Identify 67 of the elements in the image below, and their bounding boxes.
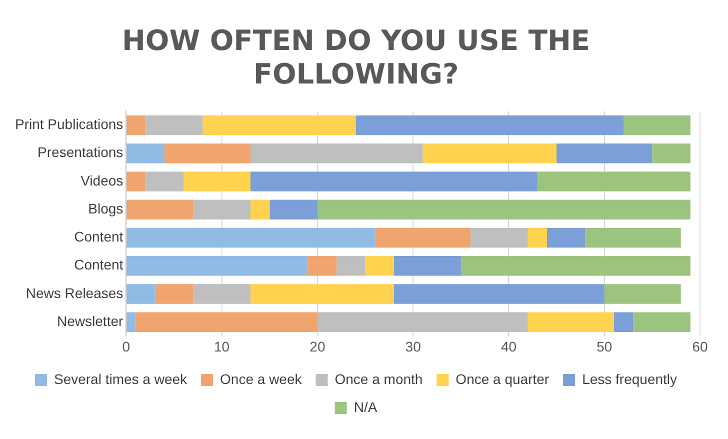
legend-label: Several times a week: [54, 370, 188, 387]
bar: [126, 228, 375, 248]
bar: [193, 200, 250, 220]
bar: [365, 256, 394, 276]
bar: [308, 256, 337, 276]
bar: [126, 172, 146, 192]
bar: [126, 284, 155, 304]
y-tick-label: Content: [74, 256, 124, 273]
x-tick-label: 10: [214, 338, 230, 354]
bar: [394, 256, 461, 276]
x-tick-label: 0: [122, 338, 130, 354]
legend-label: N/A: [354, 398, 378, 415]
bar: [652, 144, 690, 164]
bar: [164, 144, 250, 164]
bar: [250, 172, 538, 192]
bar: [470, 228, 528, 248]
bar: [546, 228, 586, 248]
bar: [422, 144, 557, 164]
bar: [154, 284, 194, 304]
bar: [394, 284, 604, 304]
x-tick-label: 60: [692, 338, 708, 354]
bar: [126, 144, 164, 164]
legend-label: Less frequently: [582, 370, 678, 387]
bar: [556, 144, 652, 164]
y-tick-label: Videos: [80, 172, 124, 188]
x-tick-label: 40: [500, 338, 517, 354]
bar: [528, 312, 614, 332]
bar: [317, 200, 690, 220]
bar: [202, 115, 356, 136]
bar: [374, 228, 470, 248]
bar: [126, 200, 194, 220]
bar: [614, 312, 634, 332]
bar: [633, 312, 690, 332]
legend-label: Once a month: [334, 370, 423, 387]
bar: [193, 284, 250, 304]
chart-title: HOW OFTEN DO YOU USE THE FOLLOWING?: [122, 24, 590, 91]
bar: [336, 256, 366, 276]
x-tick-label: 50: [596, 338, 612, 354]
bar: [356, 115, 624, 136]
bar: [250, 200, 270, 220]
bar: [528, 228, 547, 248]
bar: [537, 172, 690, 192]
y-tick-label: Presentations: [38, 144, 124, 160]
legend-label: Once a quarter: [456, 370, 550, 387]
y-tick-label: Blogs: [88, 200, 124, 216]
bar: [126, 115, 146, 136]
bar: [136, 312, 318, 332]
bar: [250, 144, 423, 164]
bar: [250, 284, 394, 304]
bar: [623, 115, 690, 136]
y-tick-label: Print Publications: [14, 116, 124, 132]
bar: [184, 172, 250, 192]
x-tick-label: 20: [310, 338, 326, 354]
y-tick-label: Content: [74, 228, 124, 245]
bar: [317, 312, 528, 332]
bar: [126, 312, 136, 332]
bar: [145, 172, 184, 192]
bar: [126, 256, 308, 276]
y-tick-label: Newsletter: [57, 312, 124, 329]
bar: [604, 284, 681, 304]
bar: [270, 200, 318, 220]
bar: [145, 115, 203, 136]
bar: [460, 256, 690, 276]
y-tick-label: News Releases: [26, 284, 124, 301]
legend-label: Once a week: [220, 370, 303, 387]
x-tick-label: 30: [405, 338, 422, 354]
bar: [585, 228, 681, 248]
